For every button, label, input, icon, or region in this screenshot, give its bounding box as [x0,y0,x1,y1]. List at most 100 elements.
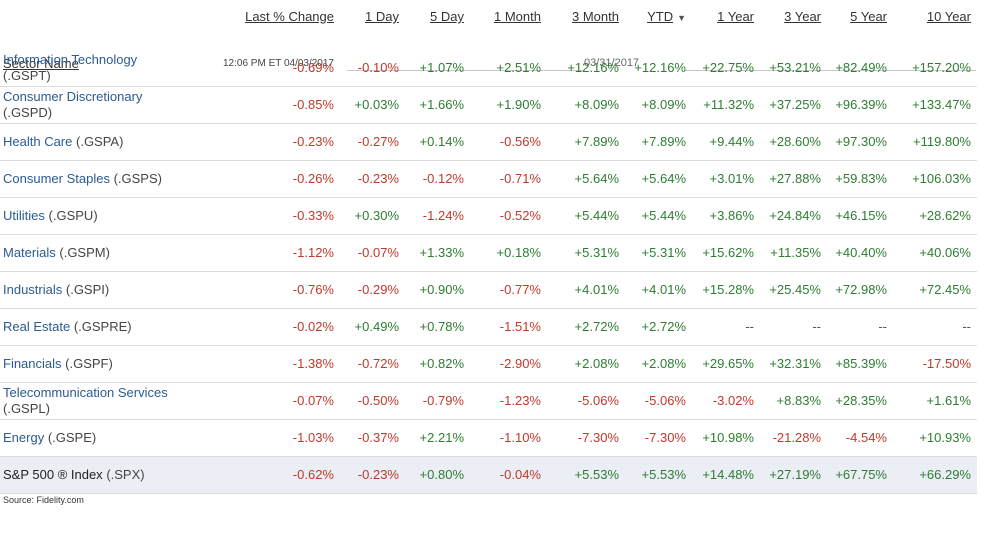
value-1-month: -0.71% [499,171,541,186]
column-header-label: 1 Year [717,9,754,24]
sector-name-cell: Health Care (.GSPA) [3,124,213,160]
value-5-day: +0.14% [419,134,464,149]
column-header-5-year[interactable]: 5 Year [850,9,887,24]
value-1-month: -1.51% [499,319,541,334]
value-3-year: -- [812,319,821,334]
value-1-day: -0.72% [357,356,399,371]
value-1-day: -0.10% [357,60,399,75]
sector-link[interactable]: Consumer Staples [3,171,110,186]
column-header-last-change[interactable]: Last % Change [245,9,334,24]
value-5-day: +1.33% [419,245,464,260]
sector-link[interactable]: Energy [3,430,45,445]
value-5-year: +67.75% [835,467,887,482]
sector-symbol: (.SPX) [106,467,145,482]
sector-name-cell: Industrials (.GSPI) [3,272,213,308]
sector-link[interactable]: Consumer Discretionary [3,89,143,104]
sector-link[interactable]: Real Estate [3,319,71,334]
sector-name-cell: Consumer Discretionary (.GSPD) [3,87,213,123]
value-ytd: +5.31% [641,245,686,260]
value-10-year: +1.61% [926,393,971,408]
sector-link[interactable]: Financials [3,356,62,371]
sector-link[interactable]: Health Care [3,134,73,149]
value-last-change: -0.26% [292,171,334,186]
value-ytd: +5.53% [641,467,686,482]
value-last-change: -0.07% [292,393,334,408]
column-header-ytd[interactable]: YTD ▼ [647,9,686,24]
sector-link[interactable]: Telecommunication Services [3,385,168,400]
value-1-year: +14.48% [702,467,754,482]
value-1-day: +0.49% [354,319,399,334]
value-3-month: +5.44% [574,208,619,223]
sector-symbol: (.GSPRE) [73,319,132,334]
value-10-year: +72.45% [919,282,971,297]
value-10-year: +119.80% [913,134,971,149]
value-3-month: -5.06% [577,393,619,408]
value-last-change: -0.85% [292,97,334,112]
column-header-1-month[interactable]: 1 Month [494,9,541,24]
column-header-label: 1 Day [365,9,399,24]
sector-symbol: (.GSPA) [76,134,124,149]
value-1-year: +15.62% [702,245,754,260]
table-row: Financials (.GSPF) -1.38% -0.72% +0.82% -2.9… [0,346,977,383]
table-row: Consumer Staples (.GSPS) -0.26% -0.23% -0.1… [0,161,977,198]
column-header-10-year[interactable]: 10 Year [927,9,971,24]
column-header-3-year[interactable]: 3 Year [784,9,821,24]
value-1-month: +1.90% [496,97,541,112]
timestamp: 12:06 PM ET 04/03/2017 [222,58,334,69]
value-3-month: +8.09% [574,97,619,112]
sector-link[interactable]: S&P 500 ® Index [3,467,103,482]
sort-descending-icon[interactable]: ▼ [677,13,686,23]
sector-link[interactable]: Information Technology [3,52,138,67]
value-1-day: -0.50% [357,393,399,408]
value-1-year: -- [745,319,754,334]
value-ytd: +2.72% [641,319,686,334]
column-header-label: 5 Year [850,9,887,24]
value-3-year: +32.31% [769,356,821,371]
column-header-3-month[interactable]: 3 Month [572,9,619,24]
value-5-day: +0.82% [419,356,464,371]
value-1-day: -0.07% [357,245,399,260]
sector-symbol: (.GSPD) [3,105,53,120]
divider [347,70,583,71]
sector-name-cell: Consumer Staples (.GSPS) [3,161,213,197]
sector-name-cell: Materials (.GSPM) [3,235,213,271]
sector-link[interactable]: Utilities [3,208,45,223]
value-1-year: +9.44% [709,134,754,149]
value-last-change: -0.69% [292,60,334,75]
value-3-month: +4.01% [574,282,619,297]
column-header-1-year[interactable]: 1 Year [717,9,754,24]
value-1-year: +10.98% [702,430,754,445]
value-10-year: -17.50% [922,356,971,371]
value-1-day: -0.27% [357,134,399,149]
value-3-month: +12.16% [567,60,619,75]
value-5-year: +97.30% [835,134,887,149]
value-1-month: -0.52% [499,208,541,223]
value-1-year: -3.02% [712,393,754,408]
sector-name-cell: Energy (.GSPE) [3,420,213,456]
value-1-month: +2.51% [496,60,541,75]
value-10-year: -- [962,319,971,334]
value-last-change: -0.76% [292,282,334,297]
value-1-day: +0.30% [354,208,399,223]
sector-symbol: (.GSPE) [47,430,97,445]
sector-name-cell: Information Technology (.GSPT) [3,50,213,86]
sector-symbol: (.GSPI) [65,282,110,297]
sector-name-cell: S&P 500 ® Index (.SPX) [3,457,213,493]
sector-name-cell: Real Estate (.GSPRE) [3,309,213,345]
column-header-1-day[interactable]: 1 Day [365,9,399,24]
value-5-year: +28.35% [835,393,887,408]
column-header-sector-name[interactable]: Sector Name [3,56,79,71]
column-header-label: Last % Change [245,9,334,24]
value-3-month: -7.30% [577,430,619,445]
table-row: Utilities (.GSPU) -0.33% +0.30% -1.24% -0.52… [0,198,977,235]
value-5-year: +72.98% [835,282,887,297]
sector-name-cell: Financials (.GSPF) [3,346,213,382]
column-header-label: 5 Day [430,9,464,24]
value-1-year: +3.86% [709,208,754,223]
sector-link[interactable]: Industrials [3,282,63,297]
sector-link[interactable]: Materials [3,245,56,260]
column-header-5-day[interactable]: 5 Day [430,9,464,24]
value-5-day: +2.21% [419,430,464,445]
table-row: Real Estate (.GSPRE) -0.02% +0.49% +0.78% -1… [0,309,977,346]
value-1-day: -0.23% [357,467,399,482]
